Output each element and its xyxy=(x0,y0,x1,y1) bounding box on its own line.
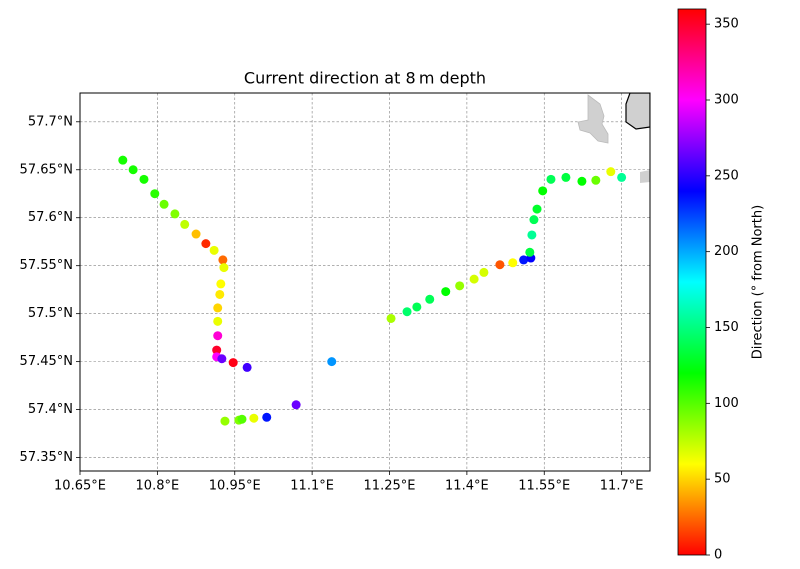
point xyxy=(180,219,190,229)
points xyxy=(118,155,627,426)
x-tick-label: 10.65°E xyxy=(54,479,106,494)
point xyxy=(527,230,537,240)
point xyxy=(508,258,518,268)
point xyxy=(118,155,128,165)
point xyxy=(412,302,422,312)
point xyxy=(213,303,223,313)
colorbar xyxy=(677,8,707,556)
y-tick-label: 57.4°N xyxy=(28,402,73,417)
island xyxy=(577,94,609,144)
point xyxy=(213,331,223,341)
y-tick-label: 57.65°N xyxy=(20,162,73,177)
point xyxy=(479,267,489,277)
point xyxy=(215,289,225,299)
colorbar-tick-label: 150 xyxy=(714,320,739,335)
colorbar-tick-label: 350 xyxy=(714,17,739,32)
point xyxy=(532,204,542,214)
point xyxy=(150,189,160,199)
y-tick-label: 57.55°N xyxy=(20,258,73,273)
point xyxy=(191,229,201,239)
point xyxy=(425,294,435,304)
x-tick-label: 11.25°E xyxy=(364,479,416,494)
grid xyxy=(79,93,650,471)
y-tick-label: 57.35°N xyxy=(20,450,73,465)
coast xyxy=(625,93,650,130)
colorbar-label: Direction (° from North) xyxy=(751,205,766,359)
point xyxy=(291,400,301,410)
point xyxy=(249,413,259,423)
x-tick-label: 10.95°E xyxy=(209,479,261,494)
point xyxy=(519,255,529,265)
y-tick-label: 57.7°N xyxy=(28,114,73,129)
point xyxy=(218,255,228,265)
island xyxy=(640,170,650,183)
point xyxy=(139,174,149,184)
colorbar-tick-label: 100 xyxy=(714,396,739,411)
point xyxy=(242,362,252,372)
point xyxy=(216,279,226,289)
point xyxy=(170,209,180,219)
land xyxy=(577,93,650,183)
chart-title: Current direction at 8 m depth xyxy=(244,69,486,88)
point xyxy=(213,316,223,326)
axes-frame xyxy=(79,92,651,472)
point xyxy=(262,412,272,422)
y-tick-label: 57.5°N xyxy=(28,306,73,321)
point xyxy=(577,176,587,186)
x-tick-label: 11.7°E xyxy=(600,479,644,494)
point xyxy=(529,215,539,225)
colorbar-tick-label: 200 xyxy=(714,244,739,259)
point xyxy=(561,172,571,182)
colorbar-tick-label: 300 xyxy=(714,93,739,108)
x-tick-label: 10.8°E xyxy=(136,479,180,494)
point xyxy=(441,287,451,297)
point xyxy=(209,245,219,255)
point xyxy=(220,416,230,426)
x-tick-label: 11.4°E xyxy=(445,479,489,494)
colorbar-tick-label: 50 xyxy=(714,472,731,487)
point xyxy=(455,281,465,291)
point xyxy=(219,263,229,273)
point xyxy=(469,274,479,284)
point xyxy=(546,174,556,184)
x-tick-label: 11.55°E xyxy=(518,479,570,494)
point xyxy=(217,354,227,364)
point xyxy=(617,172,627,182)
point xyxy=(212,345,222,355)
point xyxy=(386,313,396,323)
point xyxy=(327,357,337,367)
colorbar-tick-label: 250 xyxy=(714,168,739,183)
point xyxy=(228,358,238,368)
point xyxy=(128,165,138,175)
point xyxy=(402,307,412,317)
point xyxy=(495,260,505,270)
colorbar-tick-label: 0 xyxy=(714,548,722,563)
point xyxy=(538,186,548,196)
point xyxy=(525,247,535,257)
point xyxy=(606,167,616,177)
point xyxy=(591,175,601,185)
point xyxy=(159,199,169,209)
x-tick-label: 11.1°E xyxy=(290,479,334,494)
point xyxy=(237,414,247,424)
point xyxy=(201,239,211,249)
y-tick-label: 57.6°N xyxy=(28,210,73,225)
y-tick-label: 57.45°N xyxy=(20,354,73,369)
